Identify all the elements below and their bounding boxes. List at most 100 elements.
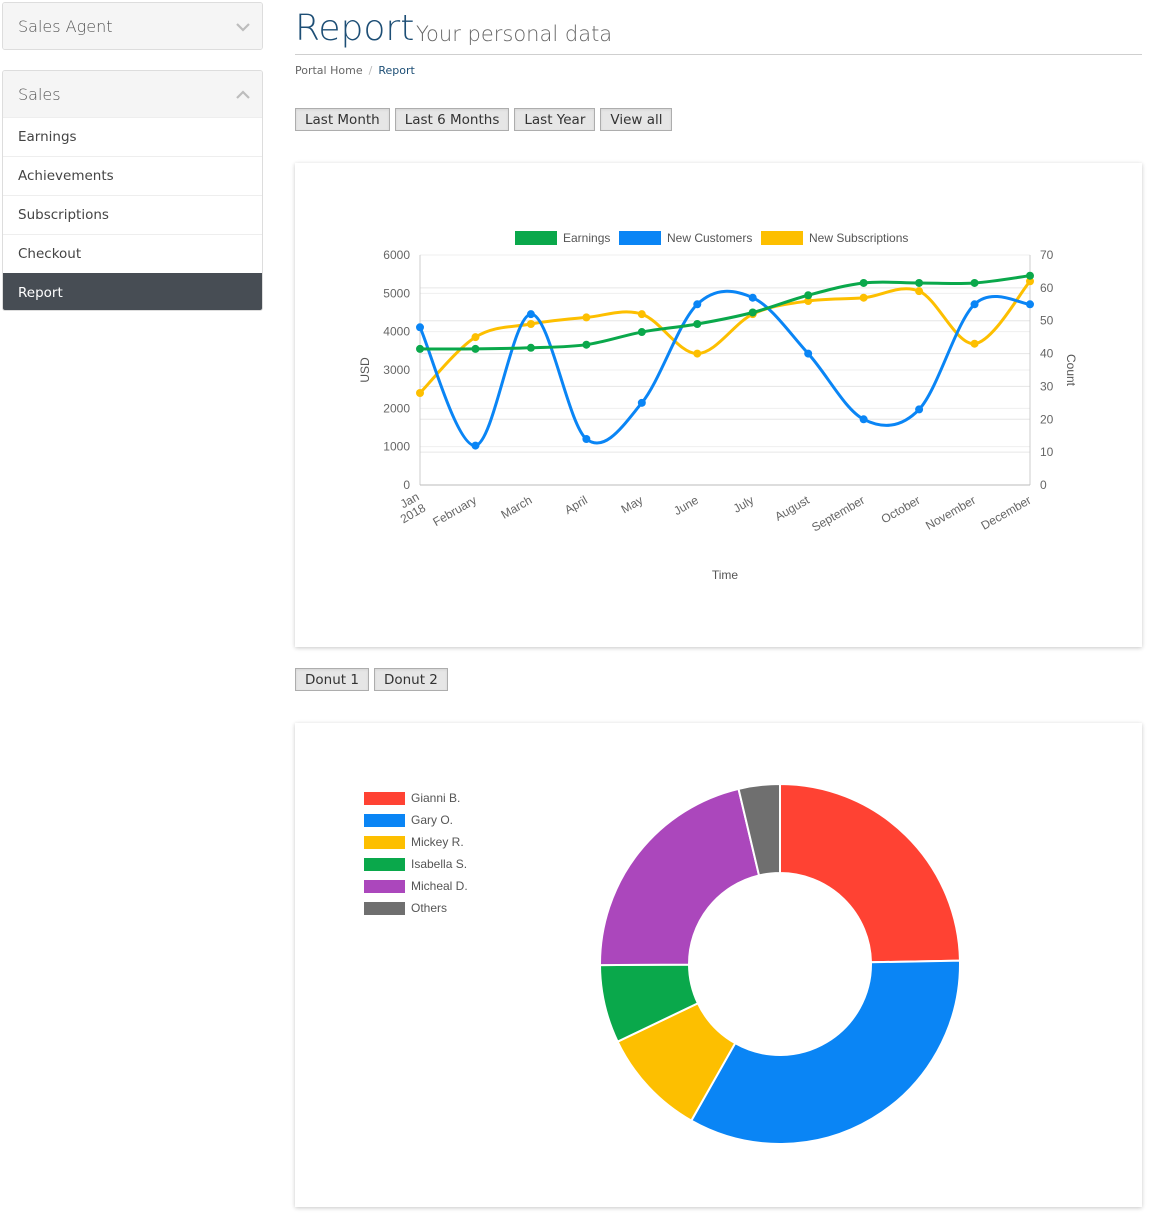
- last-month-button[interactable]: Last Month: [295, 108, 390, 131]
- data-point-new-subscriptions: [1026, 277, 1034, 286]
- chevron-down-icon[interactable]: [236, 20, 250, 32]
- legend-swatch-gary-o: [364, 814, 405, 827]
- data-point-new-subscriptions: [582, 313, 591, 322]
- page-subtitle: Your personal data: [416, 22, 613, 46]
- x-tick-label: May: [619, 493, 646, 516]
- sales-agent-panel[interactable]: Sales Agent: [2, 2, 263, 50]
- data-point-new-customers: [1026, 300, 1034, 309]
- y-tick-label: 2000: [383, 401, 410, 415]
- y2-tick-label: 60: [1040, 281, 1054, 295]
- data-point-new-subscriptions: [970, 339, 979, 348]
- data-point-new-subscriptions: [637, 310, 646, 319]
- chevron-up-icon[interactable]: [236, 88, 250, 100]
- x-tick-label-group: February: [430, 493, 479, 529]
- x-tick-label-group: May: [619, 493, 646, 516]
- x-tick-label-group: November: [923, 493, 978, 533]
- x-tick-label: December: [979, 493, 1034, 533]
- x-tick-label-group: October: [879, 493, 923, 526]
- donut-1-button[interactable]: Donut 1: [295, 668, 369, 691]
- y-tick-label: 6000: [383, 248, 410, 262]
- data-point-new-customers: [471, 441, 480, 450]
- series-line-new-customers: [418, 289, 1031, 448]
- breadcrumb-home-link[interactable]: Portal Home: [295, 64, 363, 77]
- y2-tick-label: 0: [1040, 478, 1047, 492]
- data-point-new-customers: [582, 435, 591, 443]
- breadcrumb: Portal Home / Report: [295, 64, 415, 77]
- donut-slice-gianni-b: [779, 782, 961, 964]
- donut-slice-gary-o: [689, 959, 961, 1145]
- range-button-group: Last Month Last 6 Months Last Year View …: [295, 108, 673, 131]
- y2-axis-title: Count: [1064, 354, 1078, 387]
- data-point-new-subscriptions: [471, 333, 480, 342]
- x-tick-label: March: [499, 493, 535, 522]
- x-tick-label: February: [430, 493, 479, 529]
- y2-tick-label: 30: [1040, 379, 1054, 393]
- sales-panel-header[interactable]: Sales: [3, 71, 262, 117]
- data-point-new-subscriptions: [804, 297, 813, 305]
- data-point-earnings: [471, 344, 480, 353]
- legend-swatch-micheal-d: [364, 880, 405, 893]
- x-tick-label: November: [923, 493, 978, 533]
- data-point-new-customers: [416, 323, 424, 332]
- legend-label-earnings: Earnings: [563, 231, 610, 245]
- breadcrumb-current: Report: [378, 64, 415, 77]
- y-tick-label: 3000: [383, 363, 410, 377]
- legend-label-others: Others: [411, 901, 447, 915]
- breadcrumb-separator: /: [368, 64, 373, 77]
- legend-label-isabella-s: Isabella S.: [411, 857, 467, 871]
- sales-agent-panel-label: Sales Agent: [18, 16, 113, 36]
- data-point-new-subscriptions: [693, 349, 702, 358]
- data-point-earnings: [637, 328, 646, 337]
- x-tick-label: September: [809, 493, 867, 534]
- legend-label-micheal-d: Micheal D.: [411, 879, 468, 893]
- data-point-earnings: [915, 278, 924, 287]
- donut-chart: Gianni B. Gary O. Mickey R. Isabella S. Mich…: [364, 782, 961, 1145]
- legend-label-gary-o: Gary O.: [411, 813, 453, 827]
- page-title: Report: [295, 8, 415, 49]
- data-point-new-subscriptions: [915, 287, 924, 296]
- y-tick-label: 0: [403, 478, 410, 492]
- legend-label-new-subscriptions: New Subscriptions: [809, 231, 908, 245]
- data-point-new-customers: [693, 300, 702, 309]
- y2-tick-label: 10: [1040, 445, 1054, 459]
- legend-swatch-earnings: [515, 231, 557, 245]
- sales-agent-panel-header[interactable]: Sales Agent: [3, 3, 262, 49]
- y-tick-label: 5000: [383, 286, 410, 300]
- x-tick-label-group: August: [772, 493, 812, 524]
- y2-tick-label: 20: [1040, 412, 1054, 426]
- x-tick-label: June: [671, 493, 701, 518]
- y-axis-title: USD: [358, 357, 372, 383]
- y2-tick-label: 40: [1040, 347, 1054, 361]
- data-point-new-customers: [748, 293, 757, 302]
- x-tick-label-group: June: [671, 493, 701, 518]
- data-point-new-customers: [637, 398, 646, 407]
- series-line-earnings: [419, 274, 1031, 351]
- last-year-button[interactable]: Last Year: [514, 108, 596, 131]
- data-point-earnings: [859, 278, 868, 287]
- line-chart-card: 0 1000 2000 3000 4000 5000 6000 0 10 20 30 40 50 60 70…: [295, 163, 1142, 647]
- x-tick-label-group: July: [731, 493, 756, 516]
- data-point-earnings: [1026, 271, 1034, 280]
- y2-tick-label: 70: [1040, 248, 1054, 262]
- data-point-earnings: [970, 278, 979, 287]
- sidebar-item-earnings[interactable]: Earnings: [3, 117, 262, 156]
- sidebar-item-report[interactable]: Report: [3, 273, 262, 310]
- view-all-button[interactable]: View all: [600, 108, 673, 131]
- x-tick-label: July: [731, 493, 756, 516]
- sidebar-item-achievements[interactable]: Achievements: [3, 156, 262, 195]
- data-point-earnings: [693, 320, 702, 328]
- y2-tick-label: 50: [1040, 314, 1054, 328]
- x-tick-label-group: December: [979, 493, 1034, 533]
- sidebar-item-checkout[interactable]: Checkout: [3, 234, 262, 273]
- last-6-months-button[interactable]: Last 6 Months: [394, 108, 510, 131]
- legend-swatch-others: [364, 902, 405, 915]
- donut-slice-others: [737, 782, 781, 877]
- legend-label-mickey-r: Mickey R.: [411, 835, 464, 849]
- data-point-earnings: [526, 343, 535, 352]
- donut-slice-micheal-d: [599, 787, 761, 967]
- data-point-new-subscriptions: [526, 320, 535, 328]
- sales-panel: Sales Earnings Achievements Subscription…: [2, 70, 263, 311]
- sidebar-item-subscriptions[interactable]: Subscriptions: [3, 195, 262, 234]
- donut-2-button[interactable]: Donut 2: [373, 668, 448, 691]
